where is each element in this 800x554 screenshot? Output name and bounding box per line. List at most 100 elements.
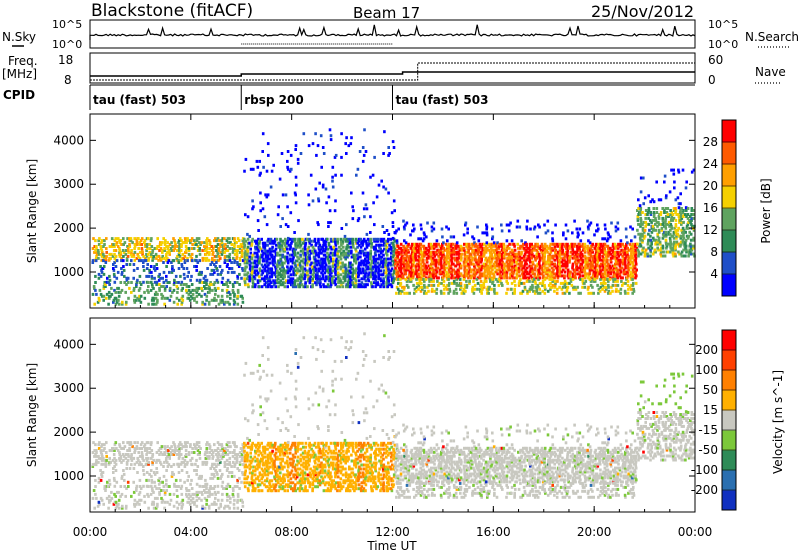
power-cell [334,277,338,281]
power-cell [334,271,337,275]
power-cell [611,289,614,293]
power-cell [500,262,503,266]
power-cell [581,274,585,278]
power-cell [463,274,466,278]
power-cell [488,285,491,289]
power-cell [390,241,393,245]
velocity-cell [118,456,121,460]
power-cell [492,256,496,260]
power-cell [526,246,529,250]
power-cell [569,277,573,281]
power-cell [472,262,475,266]
power-cell [579,256,583,260]
power-cell [303,251,307,255]
nave-trace [90,62,695,81]
power-cell [344,251,348,255]
velocity-cell [159,460,162,464]
power-cell [460,252,464,256]
power-cell [573,274,577,278]
power-cell [253,265,257,269]
power-cell [216,252,220,256]
power-cell [325,247,328,251]
power-cell [243,277,246,281]
power-cell [274,267,278,271]
power-cell [209,272,212,276]
power-cell [163,256,166,260]
power-cell [572,268,576,272]
power-cell [315,277,318,281]
power-cell [528,242,532,246]
power-cell [407,274,411,278]
velocity-cell [138,447,142,450]
power-cell [266,249,270,253]
power-cell [149,254,153,258]
power-cell [508,258,511,262]
power-cell [455,281,459,285]
power-cell [362,283,366,287]
power-cell [323,265,327,269]
power-cell [598,246,602,250]
power-cell [480,250,483,254]
power-cell [380,259,383,263]
power-cell [153,265,156,268]
power-cell [312,261,316,265]
power-cell [195,237,199,241]
power-cell [336,285,339,289]
power-cell [410,258,413,262]
power-cell [424,277,428,281]
power-cell [534,242,537,246]
power-cell [349,237,353,241]
power-cell [352,209,355,213]
power-cell [248,263,252,267]
velocity-cell [101,471,105,474]
power-cell [372,237,376,241]
power-cell [481,264,484,268]
power-cell [536,262,539,266]
velocity-cell [113,460,117,464]
power-cell [639,218,643,222]
power-cell [346,275,349,279]
power-cell [525,244,528,248]
power-cell [241,245,244,248]
power-cell [465,260,468,264]
power-cell [417,272,420,276]
power-cell [273,239,277,243]
power-cell [553,262,557,266]
power-cell [441,235,444,239]
power-cell [387,277,390,281]
power-cell [353,271,357,275]
power-cell [269,251,272,255]
y-tick-label: 3000 [53,177,84,191]
power-cell [389,263,393,267]
power-cell [326,247,330,251]
power-cell [566,285,570,289]
velocity-cell [161,480,164,484]
power-cell [370,273,373,277]
power-cell [126,276,130,280]
power-cell [523,252,527,256]
power-cell [339,257,343,261]
power-cell [414,246,418,250]
power-cell [338,245,341,249]
power-cell [498,258,502,262]
power-cell [432,283,436,287]
power-cell [328,265,332,269]
power-cell [125,276,128,280]
power-cell [498,252,501,256]
power-cell [616,250,619,254]
power-cell [523,276,526,280]
power-cell [326,255,330,259]
power-cell [599,285,603,289]
power-cell [225,254,229,258]
power-cell [172,268,175,272]
power-cell [372,275,376,279]
power-cell [405,279,409,283]
power-cell [374,269,377,273]
power-cell [360,239,363,243]
power-cell [346,255,349,259]
power-cell [545,260,549,264]
power-cell [355,285,358,289]
power-cell [689,244,693,248]
power-cell [615,256,619,260]
power-cell [566,252,569,256]
